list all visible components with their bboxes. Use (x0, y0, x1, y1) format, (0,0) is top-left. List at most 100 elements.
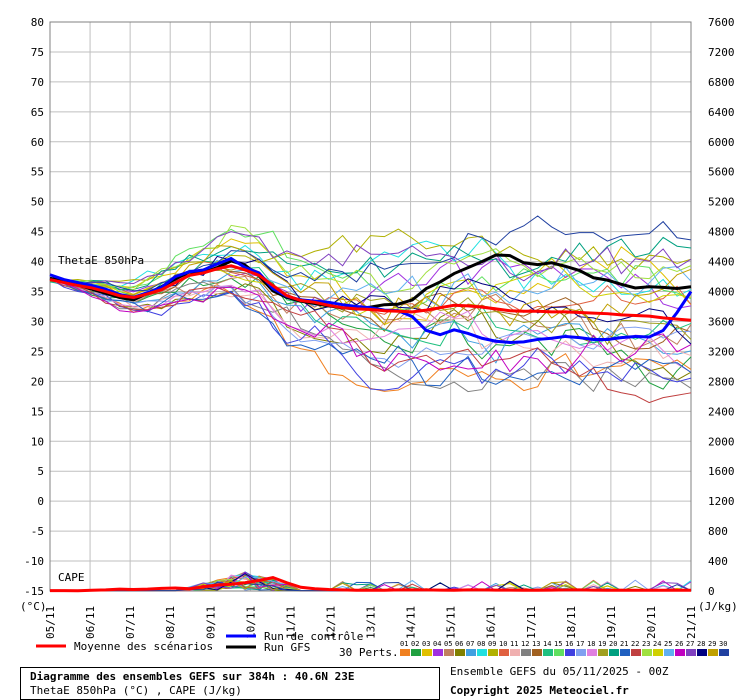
pert-legend-swatch (532, 649, 542, 656)
pert-legend-number: 07 (466, 640, 474, 648)
pert-thetae-line (49, 277, 692, 368)
pert-legend-number: 01 (400, 640, 408, 648)
pert-legend-swatch (609, 649, 619, 656)
legend-gfs-label: Run GFS (264, 641, 310, 654)
left-tick-label: 20 (31, 375, 44, 388)
right-tick-label: 2000 (708, 435, 735, 448)
pert-legend-number: 30 (719, 640, 727, 648)
pert-thetae-line (49, 269, 692, 364)
left-tick-label: 60 (31, 136, 44, 149)
left-tick-label: 65 (31, 106, 44, 119)
x-tick-label: 14/11 (405, 606, 418, 639)
pert-legend-swatch (664, 649, 674, 656)
right-tick-label: 2800 (708, 375, 735, 388)
left-tick-label: -15 (24, 585, 44, 598)
pert-legend-swatch (444, 649, 454, 656)
pert-legend-number: 28 (697, 640, 705, 648)
left-tick-label: -5 (31, 525, 44, 538)
right-tick-label: 7600 (708, 16, 735, 29)
legend: Moyenne des scénarios Run de contrôle Ru… (36, 630, 729, 659)
right-tick-label: 5200 (708, 196, 735, 209)
right-tick-label: 5600 (708, 166, 735, 179)
left-tick-label: 30 (31, 315, 44, 328)
pert-legend-swatch (554, 649, 564, 656)
pert-legend-number: 05 (444, 640, 452, 648)
pert-legend-number: 17 (576, 640, 584, 648)
cape-series-label: CAPE (58, 571, 85, 584)
pert-legend-swatch (488, 649, 498, 656)
right-tick-label: 1600 (708, 465, 735, 478)
x-tick-label: 08/11 (164, 606, 177, 639)
pert-legend-swatch (411, 649, 421, 656)
right-tick-label: 4000 (708, 286, 735, 299)
right-axis: 7600720068006400600056005200480044004000… (708, 16, 735, 598)
left-tick-label: 55 (31, 166, 44, 179)
left-tick-label: 75 (31, 46, 44, 59)
x-tick-label: 10/11 (244, 606, 257, 639)
left-tick-label: 70 (31, 76, 44, 89)
pert-legend-number: 24 (653, 640, 661, 648)
pert-legend-number: 18 (587, 640, 595, 648)
pert-legend-number: 29 (708, 640, 716, 648)
x-axis: 05/11 06/11 07/11 08/11 09/11 10/11 11/11 12/11… (44, 606, 698, 639)
pert-thetae-line (49, 215, 692, 292)
pert-legend-number: 08 (477, 640, 485, 648)
pert-legend-swatch (455, 649, 465, 656)
pert-legend-number: 23 (642, 640, 650, 648)
pert-legend-number: 25 (664, 640, 672, 648)
pert-thetae-line (49, 224, 692, 294)
x-tick-label: 11/11 (284, 606, 297, 639)
x-tick-label: 15/11 (445, 606, 458, 639)
pert-legend-swatch (466, 649, 476, 656)
pert-legend-swatch (708, 649, 718, 656)
right-tick-label: 4400 (708, 256, 735, 269)
pert-legend-swatch (598, 649, 608, 656)
x-tick-label: 16/11 (485, 606, 498, 639)
pert-legend-swatch (697, 649, 707, 656)
pert-legend-swatch (400, 649, 410, 656)
pert-legend-number: 12 (521, 640, 529, 648)
chart-subtitle: ThetaE 850hPa (°C) , CAPE (J/kg) (30, 684, 242, 697)
x-tick-label: 17/11 (525, 606, 538, 639)
pert-legend-number: 11 (510, 640, 518, 648)
pert-legend-swatch (510, 649, 520, 656)
pert-legend-number: 10 (499, 640, 507, 648)
pert-legend-swatch (543, 649, 553, 656)
right-tick-label: 400 (708, 555, 728, 568)
right-tick-label: 3600 (708, 315, 735, 328)
pert-legend-swatch (719, 649, 729, 656)
legend-control-label: Run de contrôle (264, 630, 363, 643)
left-tick-label: 45 (31, 226, 44, 239)
right-tick-label: 2400 (708, 405, 735, 418)
pert-thetae-line (49, 280, 692, 374)
pert-legend-number: 02 (411, 640, 419, 648)
right-tick-label: 0 (708, 585, 715, 598)
x-tick-label: 06/11 (84, 606, 97, 639)
left-tick-label: 25 (31, 345, 44, 358)
pert-legend-swatch (521, 649, 531, 656)
x-tick-label: 20/11 (645, 606, 658, 639)
left-tick-label: 35 (31, 286, 44, 299)
copyright: Copyright 2025 Meteociel.fr (450, 684, 629, 697)
left-tick-label: 0 (37, 495, 44, 508)
chart-title: Diagramme des ensembles GEFS sur 384h : … (30, 670, 355, 683)
pert-legend-swatch (576, 649, 586, 656)
x-tick-label: 21/11 (685, 606, 698, 639)
pert-thetae-line (49, 277, 692, 404)
x-tick-label: 13/11 (365, 606, 378, 639)
pert-thetae-line (49, 277, 692, 391)
pert-legend-number: 13 (532, 640, 540, 648)
mean-thetae-line (49, 264, 692, 322)
pert-legend-swatch (642, 649, 652, 656)
pert-legend-swatch (653, 649, 663, 656)
pert-legend: 01 02 03 04 05 06 07 08 09 10 11 12 13 14 15 16 17 18 19 20… (400, 640, 729, 656)
pert-thetae-line (49, 237, 692, 297)
legend-mean-label: Moyenne des scénarios (74, 640, 213, 653)
pert-legend-number: 21 (620, 640, 628, 648)
ensemble-info: Ensemble GEFS du 05/11/2025 - 00Z (450, 665, 669, 678)
pert-legend-swatch (686, 649, 696, 656)
left-tick-label: 5 (37, 465, 44, 478)
x-tick-label: 12/11 (324, 606, 337, 639)
left-tick-label: 40 (31, 256, 44, 269)
